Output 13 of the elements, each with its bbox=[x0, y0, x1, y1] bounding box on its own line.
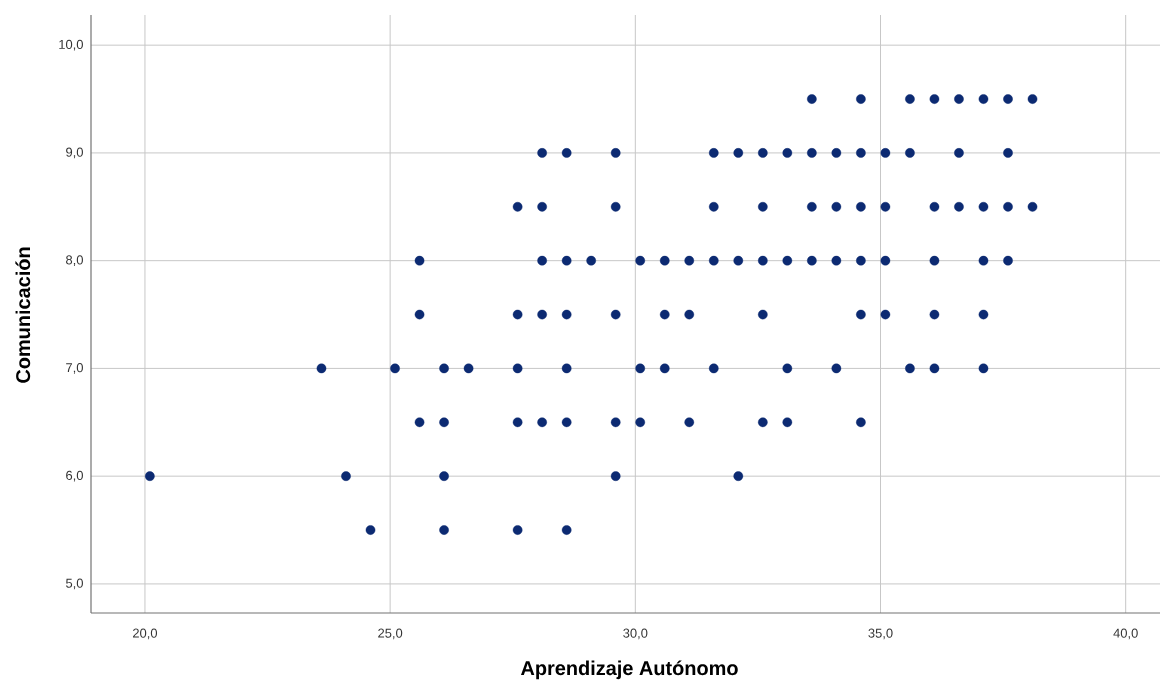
x-tick-label: 20,0 bbox=[132, 628, 158, 640]
y-tick-label: 9,0 bbox=[66, 147, 83, 159]
x-tick-label: 30,0 bbox=[623, 628, 648, 640]
y-tick-label: 10,0 bbox=[59, 39, 83, 51]
x-tick-label: 40,0 bbox=[1113, 628, 1138, 640]
y-tick-label: 7,0 bbox=[66, 363, 83, 374]
y-tick-label: 8,0 bbox=[66, 255, 83, 267]
y-axis-title: Comunicación bbox=[15, 247, 31, 383]
y-tick-label: 5,0 bbox=[65, 578, 83, 590]
y-tick-label: 6,0 bbox=[66, 470, 83, 482]
x-tick-label: 35,0 bbox=[868, 628, 893, 640]
x-axis-title: Aprendizaje Autónomo bbox=[520, 660, 738, 680]
x-tick-label: 25,0 bbox=[378, 628, 403, 640]
